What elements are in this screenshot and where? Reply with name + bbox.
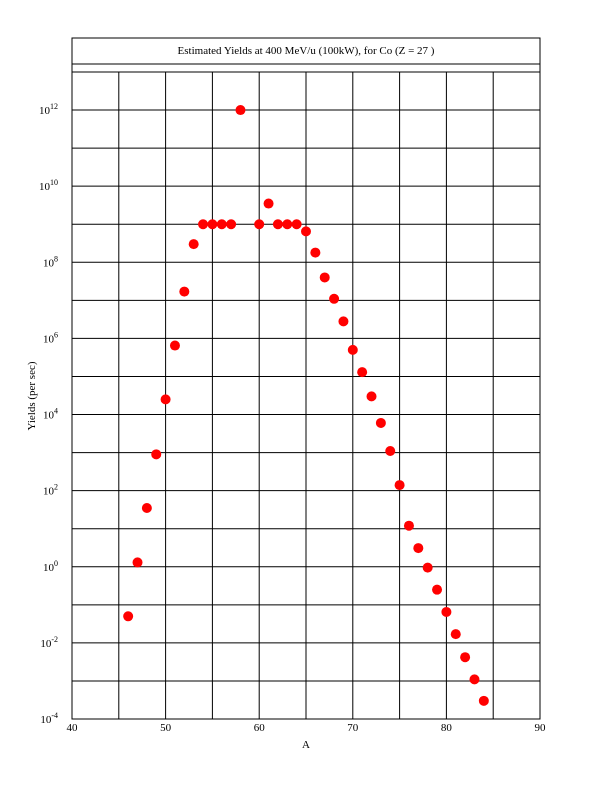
data-point — [366, 391, 377, 402]
data-point — [394, 480, 405, 491]
y-tick-label: 108 — [43, 254, 58, 269]
x-tick-label: 60 — [254, 722, 266, 734]
data-point — [272, 219, 283, 230]
data-point — [198, 219, 209, 230]
data-point — [301, 226, 311, 237]
data-point — [338, 316, 349, 327]
data-point — [385, 446, 396, 457]
y-tick-exponent: 12 — [50, 102, 58, 111]
y-tick-label: 104 — [43, 407, 58, 422]
data-point — [263, 198, 274, 209]
y-tick-label: 106 — [43, 330, 58, 345]
y-tick-exponent: 2 — [54, 483, 58, 492]
x-tick-label: 40 — [67, 722, 79, 734]
data-point — [216, 219, 227, 230]
y-tick-label: 10-2 — [40, 635, 58, 650]
y-tick-exponent: 0 — [54, 559, 58, 568]
data-point — [422, 562, 433, 573]
y-tick-label: 1010 — [39, 178, 58, 193]
data-point — [282, 219, 293, 230]
data-point — [188, 239, 199, 250]
plot-frame — [71, 71, 541, 720]
data-point — [310, 247, 321, 258]
data-point — [235, 105, 246, 116]
grid — [71, 71, 541, 720]
y-tick-exponent: 6 — [54, 330, 58, 339]
data-point — [413, 543, 424, 554]
x-tick-label: 90 — [535, 722, 547, 734]
y-tick-label: 10-4 — [40, 711, 58, 726]
data-point — [226, 219, 237, 230]
data-point — [478, 695, 489, 706]
x-tick-label: 50 — [160, 722, 172, 734]
y-tick-label: 1012 — [39, 102, 58, 117]
data-point — [123, 611, 134, 622]
x-tick-labels: 40 50 60 70 80 90 — [67, 722, 547, 734]
data-point — [403, 520, 414, 531]
data-point — [357, 367, 368, 378]
data-point — [169, 340, 180, 351]
data-point — [151, 449, 162, 460]
data-point — [450, 629, 461, 640]
data-point — [291, 219, 302, 230]
y-tick-exponent: -2 — [51, 635, 58, 644]
title-gap-box — [71, 63, 541, 73]
x-axis-label: A — [302, 739, 310, 751]
x-tick-label: 80 — [441, 722, 453, 734]
data-point — [254, 219, 265, 230]
data-point — [207, 219, 218, 230]
y-axis-label: Yields (per sec) — [26, 361, 38, 430]
data-point — [160, 394, 171, 405]
data-point — [441, 606, 452, 617]
chart-title: Estimated Yields at 400 MeV/u (100kW), f… — [178, 45, 435, 57]
data-point — [141, 502, 152, 513]
data-point — [469, 674, 480, 685]
data-point — [132, 557, 143, 568]
data-point — [432, 584, 443, 595]
x-tick-label: 70 — [347, 722, 359, 734]
data-point — [179, 286, 190, 297]
y-tick-exponent: -4 — [51, 711, 58, 720]
y-tick-label: 102 — [43, 483, 58, 498]
y-tick-exponent: 10 — [50, 178, 58, 187]
data-point — [375, 417, 386, 428]
data-point — [347, 344, 358, 355]
data-point — [329, 293, 340, 304]
data-points — [123, 105, 489, 706]
y-tick-exponent: 8 — [54, 254, 58, 263]
y-tick-exponent: 4 — [54, 407, 58, 416]
data-point — [460, 652, 471, 663]
data-point — [319, 272, 330, 283]
y-tick-label: 100 — [43, 559, 58, 574]
